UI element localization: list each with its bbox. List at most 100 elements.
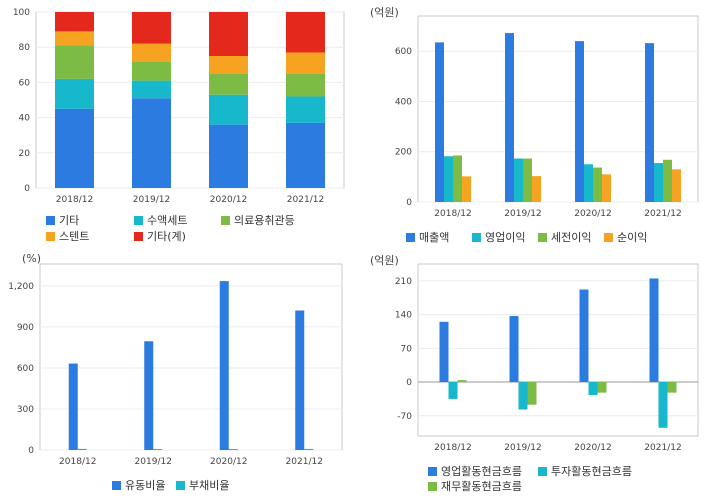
legend-item: 재무활동현금흐름 <box>428 478 522 494</box>
chart-panel-cashflow: (억원) -70 0 70 140 210 2018/12 2019/12 2020/12 20… <box>360 248 720 496</box>
legend-swatch <box>604 232 613 242</box>
bar-segment <box>286 52 325 74</box>
bar <box>649 278 659 383</box>
legend-item: 영업이익 <box>472 229 525 245</box>
y-tick-label: 200 <box>395 148 412 158</box>
legend-swatch <box>538 232 547 242</box>
bar <box>68 363 78 450</box>
legend-item: 순이익 <box>604 229 647 245</box>
legend-label: 재무활동현금흐름 <box>441 480 522 493</box>
y-tick-label: 600 <box>17 364 34 374</box>
bar-segment <box>132 61 171 81</box>
x-tick-label: 2018/12 <box>56 195 93 205</box>
y-tick-label: 0 <box>24 184 30 194</box>
bar <box>439 321 449 383</box>
legend-item: 유동비율 <box>112 477 165 493</box>
legend-item: 매출액 <box>406 229 449 245</box>
x-tick-label: 2020/12 <box>574 443 611 453</box>
y-tick-label: 70 <box>401 344 413 354</box>
bar <box>514 158 523 202</box>
bar <box>304 448 314 450</box>
bar <box>505 33 514 203</box>
bar-segment <box>286 96 325 123</box>
bar-segment <box>286 122 325 188</box>
x-tick-label: 2019/12 <box>504 209 541 219</box>
unit-label: (억원) <box>370 254 399 267</box>
legend-label: 의료용취관등 <box>234 214 295 227</box>
x-tick-label: 2020/12 <box>210 457 247 467</box>
legend-label: 스텐트 <box>59 230 90 243</box>
legend-label: 영업활동현금흐름 <box>441 465 522 478</box>
x-tick-label: 2019/12 <box>135 457 172 467</box>
y-tick-label: 140 <box>395 311 412 321</box>
bar-segment <box>132 12 171 44</box>
bar <box>444 156 453 202</box>
unit-label: (억원) <box>370 6 399 19</box>
legend-item: 기타(계) <box>134 228 186 244</box>
composition-chart: 0 20 40 60 80 100 2018/12 2019/12 2020/12 2021/12 <box>13 8 345 205</box>
y-tick-label: 600 <box>395 47 412 57</box>
legend-label: 매출액 <box>419 231 450 244</box>
bar <box>295 310 305 450</box>
legend-swatch <box>472 232 481 242</box>
legend-swatch <box>134 231 143 241</box>
plot-border <box>417 263 699 437</box>
legend-swatch <box>46 231 55 241</box>
y-tick-label: 0 <box>28 446 34 456</box>
bar <box>219 281 229 450</box>
legend-item: 부채비율 <box>176 477 229 493</box>
bar <box>453 155 462 202</box>
legend-item: 투자활동현금흐름 <box>538 463 632 479</box>
x-tick-label: 2021/12 <box>644 443 681 453</box>
legend-item: 스텐트 <box>46 228 89 244</box>
bar <box>597 382 607 393</box>
bar-segment <box>55 31 94 46</box>
bar <box>593 167 602 202</box>
legend-item: 의료용취관등 <box>221 212 295 228</box>
chart-panel-income: (억원) 0 200 400 600 2018/12 2019/12 2020/12 2021… <box>360 0 720 248</box>
bar <box>144 341 154 450</box>
bar <box>602 174 611 202</box>
bar <box>77 448 87 450</box>
bar-segment <box>209 12 248 56</box>
y-tick-label: 100 <box>13 8 30 18</box>
legend-label: 수액세트 <box>147 214 188 227</box>
y-tick-label: 900 <box>17 323 34 333</box>
bar <box>575 41 584 203</box>
bar-segment <box>209 124 248 188</box>
x-tick-label: 2021/12 <box>287 195 324 205</box>
bar <box>672 169 681 202</box>
legend-label: 세전이익 <box>551 231 592 244</box>
cashflow-chart: -70 0 70 140 210 2018/12 2019/12 2020/12 2021/12 <box>395 263 699 453</box>
bar-segment <box>55 108 94 188</box>
bar <box>532 176 541 202</box>
legend-label: 유동비율 <box>125 479 166 492</box>
bar-segment <box>55 45 94 79</box>
chart-panel-composition: 0 20 40 60 80 100 2018/12 2019/12 2020/12 2021/12… <box>0 0 360 248</box>
bar-segment <box>132 80 171 99</box>
x-tick-label: 2020/12 <box>210 195 247 205</box>
legend-swatch <box>221 215 230 225</box>
y-tick-label: 60 <box>19 78 31 88</box>
bar-segment <box>132 98 171 188</box>
bar-segment <box>209 94 248 125</box>
y-tick-label: 210 <box>395 277 412 287</box>
composition-legend: 기타 수액세트 의료용취관등 스텐트 기타(계) <box>0 0 360 248</box>
bar-segment <box>209 56 248 74</box>
bar <box>153 449 163 451</box>
ratios-legend: 유동비율 부채비율 <box>0 248 360 496</box>
legend-label: 기타(계) <box>147 230 186 243</box>
bar <box>448 382 458 399</box>
bar <box>228 449 238 451</box>
legend-swatch <box>134 215 143 225</box>
bar <box>518 382 528 410</box>
income-chart: 0 200 400 600 2018/12 2019/12 2020/12 2021/12 <box>395 15 699 219</box>
ratios-chart: 0 300 600 900 1,200 2018/12 2019/12 2020/12 2021… <box>8 263 343 467</box>
bar <box>509 316 519 383</box>
cashflow-legend: 영업활동현금흐름 투자활동현금흐름 재무활동현금흐름 <box>360 248 720 496</box>
x-tick-label: 2018/12 <box>59 457 96 467</box>
bar <box>579 289 589 383</box>
y-tick-label: 80 <box>19 43 31 53</box>
bar <box>645 43 654 202</box>
legend-swatch <box>112 480 121 490</box>
